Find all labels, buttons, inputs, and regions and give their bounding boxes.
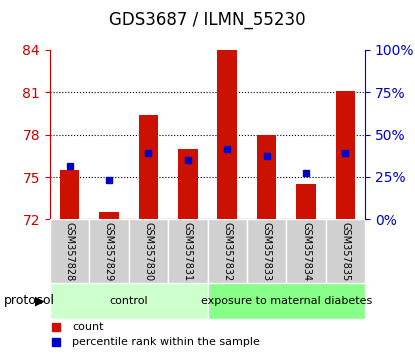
FancyBboxPatch shape bbox=[129, 219, 168, 283]
FancyBboxPatch shape bbox=[286, 219, 326, 283]
Text: GSM357835: GSM357835 bbox=[340, 222, 351, 281]
Text: control: control bbox=[109, 296, 148, 306]
FancyBboxPatch shape bbox=[208, 219, 247, 283]
Text: GSM357833: GSM357833 bbox=[261, 222, 272, 281]
Bar bbox=[139, 115, 158, 219]
Text: percentile rank within the sample: percentile rank within the sample bbox=[72, 337, 260, 348]
Bar bbox=[178, 149, 198, 219]
Text: exposure to maternal diabetes: exposure to maternal diabetes bbox=[201, 296, 372, 306]
Text: count: count bbox=[72, 321, 103, 332]
FancyBboxPatch shape bbox=[89, 219, 129, 283]
Bar bbox=[217, 47, 237, 219]
FancyBboxPatch shape bbox=[208, 283, 365, 319]
Bar bbox=[336, 91, 355, 219]
Text: GSM357830: GSM357830 bbox=[143, 222, 154, 281]
FancyBboxPatch shape bbox=[168, 219, 208, 283]
Text: GSM357829: GSM357829 bbox=[104, 222, 114, 281]
FancyBboxPatch shape bbox=[50, 219, 89, 283]
Text: ▶: ▶ bbox=[35, 295, 45, 307]
Bar bbox=[296, 184, 316, 219]
Bar bbox=[99, 212, 119, 219]
Text: GSM357834: GSM357834 bbox=[301, 222, 311, 281]
Text: GSM357832: GSM357832 bbox=[222, 222, 232, 281]
Text: GSM357831: GSM357831 bbox=[183, 222, 193, 281]
Text: GDS3687 / ILMN_55230: GDS3687 / ILMN_55230 bbox=[109, 11, 306, 29]
Text: protocol: protocol bbox=[4, 295, 55, 307]
Bar bbox=[60, 170, 79, 219]
Text: GSM357828: GSM357828 bbox=[64, 222, 75, 281]
FancyBboxPatch shape bbox=[326, 219, 365, 283]
Bar bbox=[257, 135, 276, 219]
FancyBboxPatch shape bbox=[50, 283, 208, 319]
FancyBboxPatch shape bbox=[247, 219, 286, 283]
